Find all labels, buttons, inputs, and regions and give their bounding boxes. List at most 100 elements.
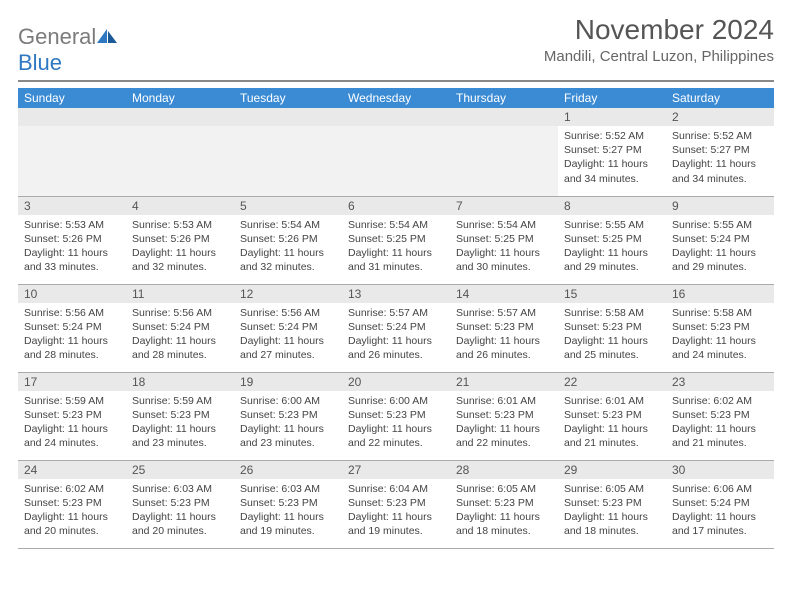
calendar-cell: 14Sunrise: 5:57 AMSunset: 5:23 PMDayligh… [450, 284, 558, 372]
calendar-cell: 17Sunrise: 5:59 AMSunset: 5:23 PMDayligh… [18, 372, 126, 460]
calendar-body: 1Sunrise: 5:52 AMSunset: 5:27 PMDaylight… [18, 108, 774, 548]
calendar-cell: 25Sunrise: 6:03 AMSunset: 5:23 PMDayligh… [126, 460, 234, 548]
calendar-cell-empty [18, 108, 126, 196]
calendar-cell: 11Sunrise: 5:56 AMSunset: 5:24 PMDayligh… [126, 284, 234, 372]
day-header: Friday [558, 88, 666, 108]
calendar-cell: 3Sunrise: 5:53 AMSunset: 5:26 PMDaylight… [18, 196, 126, 284]
calendar-cell: 9Sunrise: 5:55 AMSunset: 5:24 PMDaylight… [666, 196, 774, 284]
day-number: 8 [558, 197, 666, 215]
day-content: Sunrise: 5:58 AMSunset: 5:23 PMDaylight:… [666, 303, 774, 367]
calendar-row: 1Sunrise: 5:52 AMSunset: 5:27 PMDaylight… [18, 108, 774, 196]
calendar-cell: 18Sunrise: 5:59 AMSunset: 5:23 PMDayligh… [126, 372, 234, 460]
calendar-cell: 8Sunrise: 5:55 AMSunset: 5:25 PMDaylight… [558, 196, 666, 284]
calendar-cell: 13Sunrise: 5:57 AMSunset: 5:24 PMDayligh… [342, 284, 450, 372]
day-number: 18 [126, 373, 234, 391]
day-number-empty [450, 108, 558, 126]
calendar-cell: 26Sunrise: 6:03 AMSunset: 5:23 PMDayligh… [234, 460, 342, 548]
day-number: 14 [450, 285, 558, 303]
day-content: Sunrise: 5:56 AMSunset: 5:24 PMDaylight:… [234, 303, 342, 367]
calendar-cell: 16Sunrise: 5:58 AMSunset: 5:23 PMDayligh… [666, 284, 774, 372]
month-title: November 2024 [544, 14, 774, 46]
calendar-row: 3Sunrise: 5:53 AMSunset: 5:26 PMDaylight… [18, 196, 774, 284]
calendar-cell: 19Sunrise: 6:00 AMSunset: 5:23 PMDayligh… [234, 372, 342, 460]
day-content: Sunrise: 6:05 AMSunset: 5:23 PMDaylight:… [450, 479, 558, 543]
day-content: Sunrise: 6:00 AMSunset: 5:23 PMDaylight:… [234, 391, 342, 455]
day-content: Sunrise: 6:04 AMSunset: 5:23 PMDaylight:… [342, 479, 450, 543]
day-content: Sunrise: 6:01 AMSunset: 5:23 PMDaylight:… [558, 391, 666, 455]
day-content: Sunrise: 5:54 AMSunset: 5:25 PMDaylight:… [450, 215, 558, 279]
calendar-cell: 24Sunrise: 6:02 AMSunset: 5:23 PMDayligh… [18, 460, 126, 548]
logo: General Blue [18, 14, 118, 76]
day-header: Thursday [450, 88, 558, 108]
logo-word-general: General [18, 24, 96, 49]
day-number: 9 [666, 197, 774, 215]
calendar-cell: 4Sunrise: 5:53 AMSunset: 5:26 PMDaylight… [126, 196, 234, 284]
day-content: Sunrise: 5:53 AMSunset: 5:26 PMDaylight:… [126, 215, 234, 279]
day-content: Sunrise: 5:55 AMSunset: 5:25 PMDaylight:… [558, 215, 666, 279]
day-header: Wednesday [342, 88, 450, 108]
header: General Blue November 2024 Mandili, Cent… [18, 14, 774, 82]
day-content: Sunrise: 5:56 AMSunset: 5:24 PMDaylight:… [126, 303, 234, 367]
calendar-cell: 10Sunrise: 5:56 AMSunset: 5:24 PMDayligh… [18, 284, 126, 372]
calendar-row: 24Sunrise: 6:02 AMSunset: 5:23 PMDayligh… [18, 460, 774, 548]
day-content: Sunrise: 5:54 AMSunset: 5:25 PMDaylight:… [342, 215, 450, 279]
calendar-cell-empty [342, 108, 450, 196]
calendar-cell: 7Sunrise: 5:54 AMSunset: 5:25 PMDaylight… [450, 196, 558, 284]
day-number: 1 [558, 108, 666, 126]
day-number: 22 [558, 373, 666, 391]
day-number: 4 [126, 197, 234, 215]
calendar-cell: 22Sunrise: 6:01 AMSunset: 5:23 PMDayligh… [558, 372, 666, 460]
calendar-cell-empty [450, 108, 558, 196]
day-number: 20 [342, 373, 450, 391]
day-content: Sunrise: 5:59 AMSunset: 5:23 PMDaylight:… [126, 391, 234, 455]
day-header: Sunday [18, 88, 126, 108]
day-content: Sunrise: 5:59 AMSunset: 5:23 PMDaylight:… [18, 391, 126, 455]
day-number-empty [18, 108, 126, 126]
title-block: November 2024 Mandili, Central Luzon, Ph… [544, 14, 774, 65]
day-content: Sunrise: 5:55 AMSunset: 5:24 PMDaylight:… [666, 215, 774, 279]
day-content: Sunrise: 6:02 AMSunset: 5:23 PMDaylight:… [18, 479, 126, 543]
day-content: Sunrise: 6:00 AMSunset: 5:23 PMDaylight:… [342, 391, 450, 455]
day-number: 12 [234, 285, 342, 303]
calendar-page: General Blue November 2024 Mandili, Cent… [0, 0, 792, 561]
day-number-empty [234, 108, 342, 126]
calendar-cell: 6Sunrise: 5:54 AMSunset: 5:25 PMDaylight… [342, 196, 450, 284]
day-content: Sunrise: 6:05 AMSunset: 5:23 PMDaylight:… [558, 479, 666, 543]
day-number: 11 [126, 285, 234, 303]
calendar-cell: 27Sunrise: 6:04 AMSunset: 5:23 PMDayligh… [342, 460, 450, 548]
day-number: 13 [342, 285, 450, 303]
day-number: 7 [450, 197, 558, 215]
day-content: Sunrise: 6:03 AMSunset: 5:23 PMDaylight:… [234, 479, 342, 543]
calendar-cell: 15Sunrise: 5:58 AMSunset: 5:23 PMDayligh… [558, 284, 666, 372]
day-number-empty [342, 108, 450, 126]
day-content: Sunrise: 5:57 AMSunset: 5:23 PMDaylight:… [450, 303, 558, 367]
day-number: 16 [666, 285, 774, 303]
day-content: Sunrise: 6:01 AMSunset: 5:23 PMDaylight:… [450, 391, 558, 455]
day-number-empty [126, 108, 234, 126]
day-number: 30 [666, 461, 774, 479]
calendar-cell: 29Sunrise: 6:05 AMSunset: 5:23 PMDayligh… [558, 460, 666, 548]
day-content: Sunrise: 5:53 AMSunset: 5:26 PMDaylight:… [18, 215, 126, 279]
day-header: Saturday [666, 88, 774, 108]
day-header: Monday [126, 88, 234, 108]
day-number: 5 [234, 197, 342, 215]
calendar-cell: 23Sunrise: 6:02 AMSunset: 5:23 PMDayligh… [666, 372, 774, 460]
day-content: Sunrise: 5:52 AMSunset: 5:27 PMDaylight:… [558, 126, 666, 190]
day-number: 17 [18, 373, 126, 391]
calendar-cell: 5Sunrise: 5:54 AMSunset: 5:26 PMDaylight… [234, 196, 342, 284]
calendar-row: 17Sunrise: 5:59 AMSunset: 5:23 PMDayligh… [18, 372, 774, 460]
day-number: 21 [450, 373, 558, 391]
calendar-cell: 1Sunrise: 5:52 AMSunset: 5:27 PMDaylight… [558, 108, 666, 196]
calendar-cell: 20Sunrise: 6:00 AMSunset: 5:23 PMDayligh… [342, 372, 450, 460]
calendar-cell: 28Sunrise: 6:05 AMSunset: 5:23 PMDayligh… [450, 460, 558, 548]
day-content: Sunrise: 5:52 AMSunset: 5:27 PMDaylight:… [666, 126, 774, 190]
day-number: 28 [450, 461, 558, 479]
logo-text: General Blue [18, 24, 118, 76]
day-header: Tuesday [234, 88, 342, 108]
day-content: Sunrise: 5:58 AMSunset: 5:23 PMDaylight:… [558, 303, 666, 367]
day-number: 26 [234, 461, 342, 479]
calendar-cell: 21Sunrise: 6:01 AMSunset: 5:23 PMDayligh… [450, 372, 558, 460]
logo-word-blue: Blue [18, 50, 62, 75]
day-number: 25 [126, 461, 234, 479]
calendar-cell: 30Sunrise: 6:06 AMSunset: 5:24 PMDayligh… [666, 460, 774, 548]
